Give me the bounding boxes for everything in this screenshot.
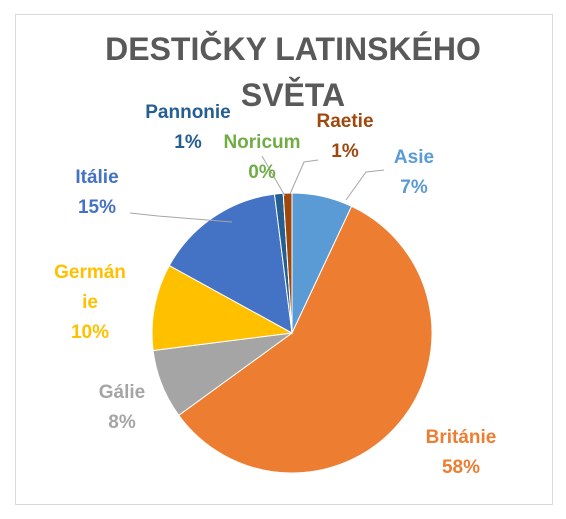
- data-label: Itálie 15%: [75, 163, 118, 223]
- category-label: Raetie: [316, 111, 374, 132]
- data-label: Germánie 10%: [52, 258, 128, 348]
- category-label: Pannonie: [145, 102, 231, 123]
- data-label: Pannonie 1%: [145, 98, 231, 158]
- data-label: Británie 58%: [426, 423, 497, 483]
- category-label: Itálie: [75, 167, 119, 188]
- value-label: 58%: [441, 457, 481, 478]
- category-label: Gálie: [98, 382, 146, 403]
- leader-line: [261, 155, 286, 197]
- pie: [151, 192, 433, 474]
- data-label: Noricum 0%: [223, 128, 300, 188]
- value-label: 1%: [331, 141, 359, 162]
- category-label: Germánie: [54, 262, 126, 313]
- value-label: 1%: [174, 132, 202, 153]
- value-label: 15%: [77, 197, 117, 218]
- leader-line: [289, 159, 319, 195]
- leader-line: [129, 212, 233, 223]
- pie-slice: [178, 205, 433, 474]
- value-label: 10%: [70, 322, 110, 343]
- category-label: Noricum: [223, 132, 301, 153]
- chart-title: DESTIČKY LATINSKÉHO SVĚTA: [105, 31, 481, 113]
- data-label: Gálie 8%: [99, 378, 145, 438]
- value-label: 7%: [400, 177, 428, 198]
- data-label: Asie 7%: [394, 143, 434, 203]
- pie-slice: [151, 264, 294, 352]
- data-label: Raetie 1%: [316, 107, 373, 167]
- leader-lines: [129, 155, 385, 223]
- value-label: 8%: [108, 412, 136, 433]
- category-label: Británie: [425, 427, 497, 448]
- category-label: Asie: [393, 147, 435, 168]
- value-label: 0%: [248, 162, 276, 183]
- pie-slice: [168, 193, 293, 334]
- leader-line: [345, 169, 385, 201]
